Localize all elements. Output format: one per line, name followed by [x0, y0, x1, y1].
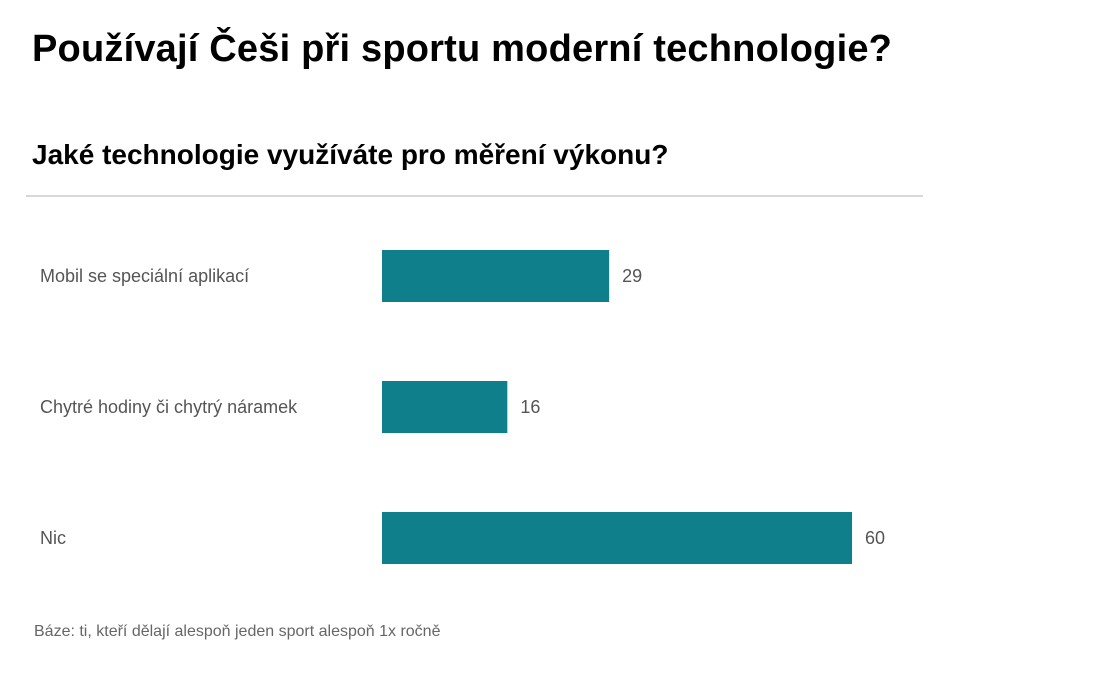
category-label: Chytré hodiny či chytrý náramek — [40, 397, 298, 417]
chart-title: Používají Češi při sportu moderní techno… — [32, 28, 893, 70]
footnote: Báze: ti, kteří dělají alespoň jeden spo… — [34, 623, 441, 640]
value-label: 29 — [622, 266, 642, 286]
value-label: 16 — [520, 397, 540, 417]
value-label: 60 — [865, 528, 885, 548]
category-label: Mobil se speciální aplikací — [40, 266, 249, 286]
bar — [382, 250, 610, 302]
divider — [26, 195, 923, 197]
bar — [382, 381, 508, 433]
category-label: Nic — [40, 528, 66, 548]
chart-subtitle: Jaké technologie využíváte pro měření vý… — [32, 139, 669, 170]
bar — [382, 512, 852, 564]
